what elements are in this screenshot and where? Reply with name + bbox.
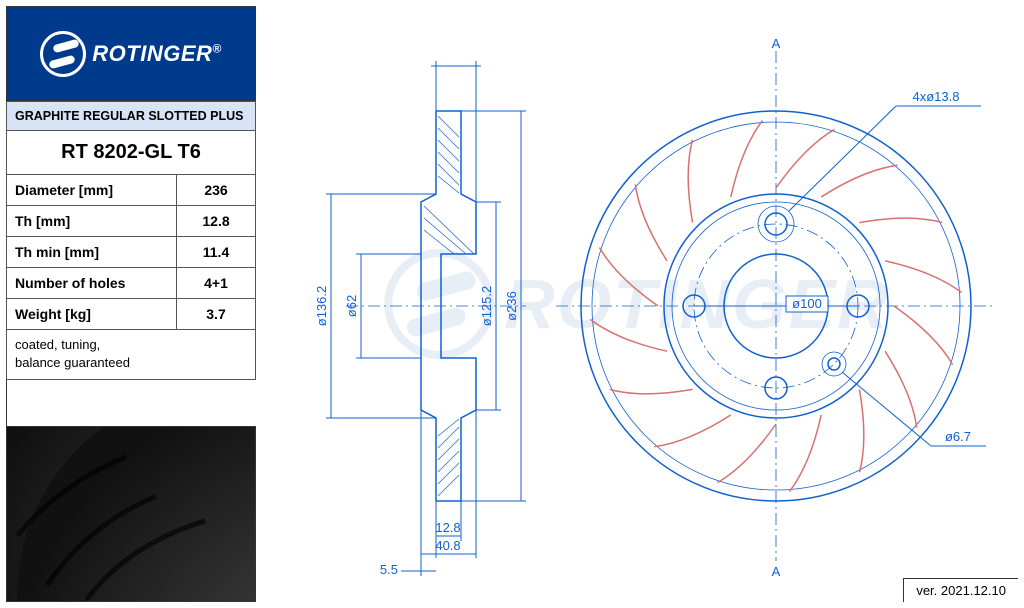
spec-label: Number of holes: [7, 268, 177, 299]
callout-center: ø6.7: [945, 429, 971, 444]
part-number: RT 8202-GL T6: [7, 131, 256, 175]
section-a-bottom: A: [772, 564, 781, 579]
spec-label: Weight [kg]: [7, 299, 177, 330]
technical-drawing: ø236 ø136.2 ø125.2 ø62 12.8 40.8 5.5: [256, 6, 1018, 602]
spec-value: 12.8: [177, 206, 256, 237]
spec-value: 236: [177, 175, 256, 206]
logo-text: ROTINGER: [92, 41, 212, 66]
spec-label: Diameter [mm]: [7, 175, 177, 206]
dim-pcd: ø100: [792, 296, 822, 311]
dim-d125: ø125.2: [479, 286, 494, 326]
spec-label: Th min [mm]: [7, 237, 177, 268]
dim-d236: ø236: [504, 291, 519, 321]
spec-label: Th [mm]: [7, 206, 177, 237]
dim-d62: ø62: [344, 295, 359, 317]
version-value: 2021.12.10: [941, 583, 1006, 598]
section-a-top: A: [772, 36, 781, 51]
product-photo: [6, 426, 256, 602]
dim-d136: ø136.2: [314, 286, 329, 326]
dim-offset: 5.5: [380, 562, 398, 577]
spec-table: GRAPHITE REGULAR SLOTTED PLUS RT 8202-GL…: [6, 101, 256, 380]
version-label: ver.: [916, 583, 937, 598]
brand-logo: ROTINGER®: [6, 6, 256, 101]
dim-th: 12.8: [435, 520, 460, 535]
version-box: ver. 2021.12.10: [903, 578, 1018, 602]
spec-notes: coated, tuning, balance guaranteed: [7, 330, 256, 380]
spec-value: 3.7: [177, 299, 256, 330]
logo-circle-icon: [40, 31, 86, 77]
callout-holes: 4xø13.8: [913, 89, 960, 104]
spec-value: 11.4: [177, 237, 256, 268]
spec-header: GRAPHITE REGULAR SLOTTED PLUS: [7, 102, 256, 131]
registered-icon: ®: [212, 41, 221, 55]
drawing-area: ROTINGER: [256, 6, 1018, 602]
spec-value: 4+1: [177, 268, 256, 299]
dim-depth: 40.8: [435, 538, 460, 553]
